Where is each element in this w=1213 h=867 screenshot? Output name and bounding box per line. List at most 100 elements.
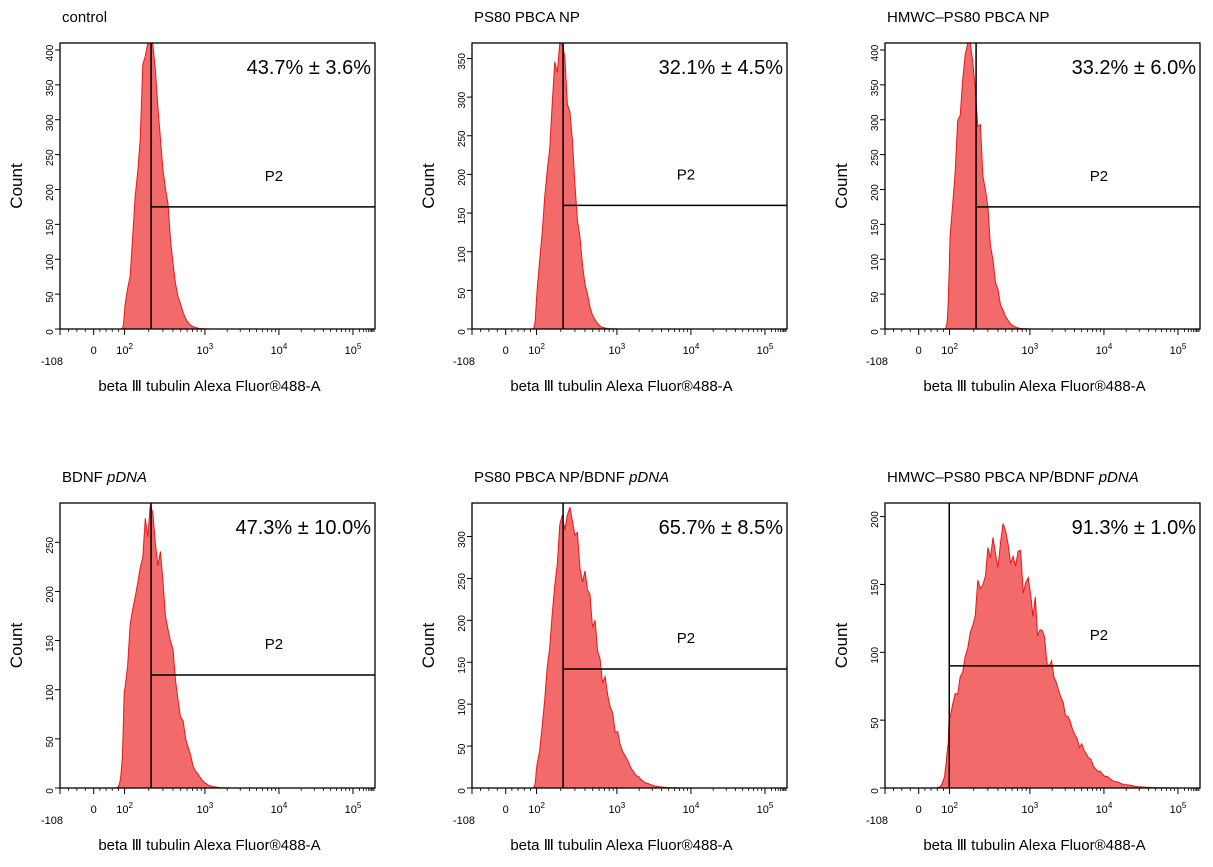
percent-annotation: 65.7% ± 8.5% — [659, 517, 784, 539]
panel-title: HMWC–PS80 PBCA NP — [887, 9, 1050, 26]
histogram-panel: PS80 PBCA NP P2 32.1% ± 4.5% 0 50 100 150 200 25… — [419, 9, 788, 395]
percent-annotation: 47.3% ± 10.0% — [235, 517, 371, 539]
y-tick-label: 400 — [870, 44, 881, 61]
y-tick-label: 100 — [457, 698, 468, 715]
x-tick-label: 104 — [683, 342, 700, 357]
y-tick-label: 150 — [870, 219, 881, 236]
x-tick-label: 105 — [345, 342, 362, 357]
panel-title: HMWC–PS80 PBCA NP/BDNF pDNA — [887, 469, 1139, 486]
plot-frame — [884, 502, 1201, 789]
gate-label: P2 — [1090, 168, 1108, 185]
y-tick-label: 400 — [45, 44, 56, 61]
histogram-area — [885, 523, 1200, 789]
x-axis-label: beta Ⅲ tubulin Alexa Fluor®488-A — [510, 378, 732, 395]
histogram-panel: BDNF pDNA P2 47.3% ± 10.0% 0 50 100 150 200 250 C… — [7, 469, 376, 854]
y-tick-label: 100 — [45, 253, 56, 270]
y-tick-label: 100 — [457, 246, 468, 263]
histogram-area — [60, 504, 375, 789]
y-tick-label: 50 — [870, 291, 881, 303]
x-tick-label: -108 — [453, 815, 475, 827]
histogram-area — [60, 42, 375, 330]
y-tick-label: 250 — [45, 537, 56, 554]
panel-title: control — [62, 9, 107, 26]
x-tick-label: 0 — [916, 804, 922, 816]
y-tick-label: 0 — [45, 329, 56, 335]
y-tick-label: 300 — [457, 91, 468, 108]
y-tick-label: 50 — [45, 291, 56, 303]
panel-title: BDNF pDNA — [62, 469, 147, 486]
y-tick-label: 350 — [870, 79, 881, 96]
gate-label: P2 — [677, 630, 695, 647]
x-tick-label: 103 — [1022, 801, 1039, 816]
y-tick-label: 0 — [870, 329, 881, 335]
y-tick-label: 200 — [870, 184, 881, 201]
x-tick-label: 103 — [197, 342, 214, 357]
y-tick-label: 250 — [45, 149, 56, 166]
y-tick-label: 150 — [457, 656, 468, 673]
x-tick-label: 0 — [503, 345, 509, 357]
gate-label: P2 — [677, 166, 695, 183]
x-tick-label: 103 — [197, 801, 214, 816]
y-tick-label: 200 — [457, 615, 468, 632]
gate-label: P2 — [265, 168, 283, 185]
x-tick-label: -108 — [41, 815, 63, 827]
y-tick-label: 250 — [870, 149, 881, 166]
x-tick-label: 102 — [116, 801, 133, 816]
x-axis-label: beta Ⅲ tubulin Alexa Fluor®488-A — [923, 837, 1145, 854]
y-tick-label: 300 — [45, 114, 56, 131]
y-tick-label: 250 — [457, 573, 468, 590]
percent-annotation: 91.3% ± 1.0% — [1072, 517, 1197, 539]
x-tick-label: 105 — [757, 342, 774, 357]
x-tick-label: 103 — [1022, 342, 1039, 357]
y-tick-label: 200 — [45, 586, 56, 603]
y-tick-label: 50 — [870, 717, 881, 729]
histogram-area — [472, 506, 787, 789]
x-tick-label: 104 — [271, 801, 288, 816]
y-axis-label: Count — [419, 163, 438, 209]
y-tick-label: 0 — [870, 788, 881, 794]
gate-label: P2 — [1090, 627, 1108, 644]
histogram-area — [472, 42, 787, 330]
x-tick-label: 103 — [609, 342, 626, 357]
y-tick-label: 350 — [457, 53, 468, 70]
y-tick-label: 100 — [45, 684, 56, 701]
plot-frame — [59, 42, 376, 330]
histogram-panel: HMWC–PS80 PBCA NP P2 33.2% ± 6.0% 0 50 100 150… — [832, 9, 1201, 395]
y-tick-label: 350 — [45, 79, 56, 96]
x-tick-label: -108 — [866, 815, 888, 827]
y-tick-label: 150 — [870, 579, 881, 596]
y-tick-label: 250 — [457, 130, 468, 147]
y-tick-label: 100 — [870, 647, 881, 664]
y-tick-label: 0 — [457, 329, 468, 335]
histogram-panel: control P2 43.7% ± 3.6% 0 50 100 150 200 250 300 3… — [7, 9, 376, 395]
y-axis-label: Count — [419, 623, 438, 669]
x-tick-label: -108 — [41, 356, 63, 368]
x-tick-label: -108 — [453, 356, 475, 368]
x-tick-label: 105 — [345, 801, 362, 816]
x-tick-label: 0 — [91, 804, 97, 816]
y-tick-label: 50 — [457, 287, 468, 299]
x-tick-label: 102 — [941, 801, 958, 816]
plot-frame — [471, 42, 788, 330]
x-axis-label: beta Ⅲ tubulin Alexa Fluor®488-A — [923, 378, 1145, 395]
y-tick-label: 0 — [457, 788, 468, 794]
plot-frame — [884, 42, 1201, 330]
y-tick-label: 200 — [870, 511, 881, 528]
x-axis-label: beta Ⅲ tubulin Alexa Fluor®488-A — [98, 378, 320, 395]
panel-title: PS80 PBCA NP/BDNF pDNA — [474, 469, 669, 486]
x-axis-label: beta Ⅲ tubulin Alexa Fluor®488-A — [98, 837, 320, 854]
plot-frame — [59, 502, 376, 789]
gate-label: P2 — [265, 636, 283, 653]
x-tick-label: 104 — [271, 342, 288, 357]
y-tick-label: 150 — [457, 207, 468, 224]
x-tick-label: 102 — [941, 342, 958, 357]
y-axis-label: Count — [7, 163, 26, 209]
x-axis-label: beta Ⅲ tubulin Alexa Fluor®488-A — [510, 837, 732, 854]
percent-annotation: 32.1% ± 4.5% — [659, 57, 784, 79]
y-tick-label: 300 — [870, 114, 881, 131]
x-tick-label: 105 — [757, 801, 774, 816]
y-tick-label: 200 — [45, 184, 56, 201]
x-tick-label: 105 — [1170, 342, 1187, 357]
y-tick-label: 300 — [457, 531, 468, 548]
